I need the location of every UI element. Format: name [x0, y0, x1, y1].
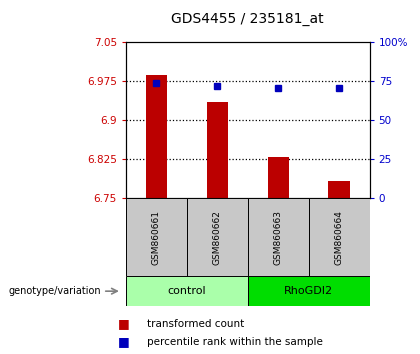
Bar [268, 157, 289, 198]
Text: GSM860661: GSM860661 [152, 210, 161, 265]
Bar [248, 198, 309, 276]
Text: percentile rank within the sample: percentile rank within the sample [147, 337, 323, 347]
Bar [328, 181, 350, 198]
Bar [207, 102, 228, 198]
Text: ■: ■ [118, 335, 134, 348]
Text: GSM860662: GSM860662 [213, 210, 222, 265]
Text: GSM860663: GSM860663 [274, 210, 283, 265]
Text: control: control [168, 286, 206, 296]
Text: genotype/variation: genotype/variation [8, 286, 101, 296]
Bar [126, 276, 248, 306]
Text: transformed count: transformed count [147, 319, 244, 329]
Bar [187, 198, 248, 276]
Bar [126, 198, 187, 276]
Text: ■: ■ [118, 318, 134, 330]
Text: GSM860664: GSM860664 [335, 210, 344, 265]
Bar [309, 198, 370, 276]
Bar [248, 276, 370, 306]
Bar [146, 75, 167, 198]
Text: RhoGDI2: RhoGDI2 [284, 286, 333, 296]
Text: GDS4455 / 235181_at: GDS4455 / 235181_at [171, 12, 324, 27]
